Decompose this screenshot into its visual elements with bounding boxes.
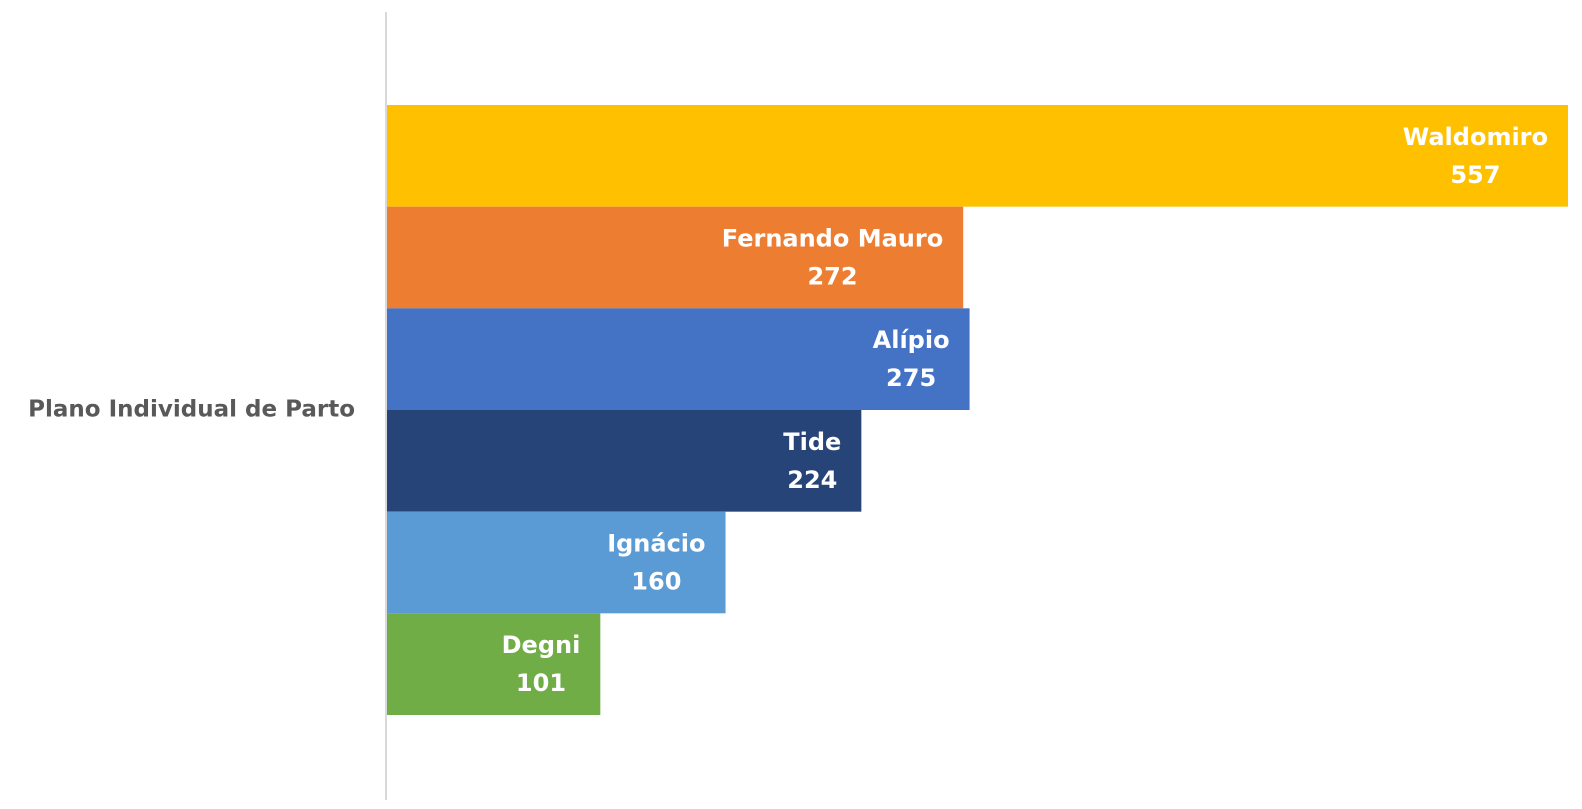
bar bbox=[386, 511, 726, 614]
data-label-value: 224 bbox=[787, 466, 837, 494]
data-label-value: 275 bbox=[886, 364, 936, 392]
bar bbox=[386, 613, 601, 715]
bar bbox=[386, 105, 1568, 207]
data-label-name: Degni bbox=[502, 631, 581, 659]
data-label-value: 272 bbox=[807, 263, 857, 291]
data-label-name: Alípio bbox=[873, 326, 950, 354]
data-label-value: 101 bbox=[516, 669, 566, 697]
data-label-value: 557 bbox=[1450, 161, 1500, 189]
bar bbox=[386, 206, 964, 309]
data-label-name: Tide bbox=[783, 428, 841, 456]
data-label-name: Waldomiro bbox=[1403, 123, 1548, 151]
data-label-name: Fernando Mauro bbox=[722, 225, 943, 253]
data-label-value: 160 bbox=[631, 568, 681, 596]
data-label-name: Ignácio bbox=[607, 530, 705, 558]
bar bbox=[386, 410, 862, 512]
bar bbox=[386, 308, 970, 410]
y-tick-label: Plano Individual de Parto bbox=[28, 397, 355, 423]
